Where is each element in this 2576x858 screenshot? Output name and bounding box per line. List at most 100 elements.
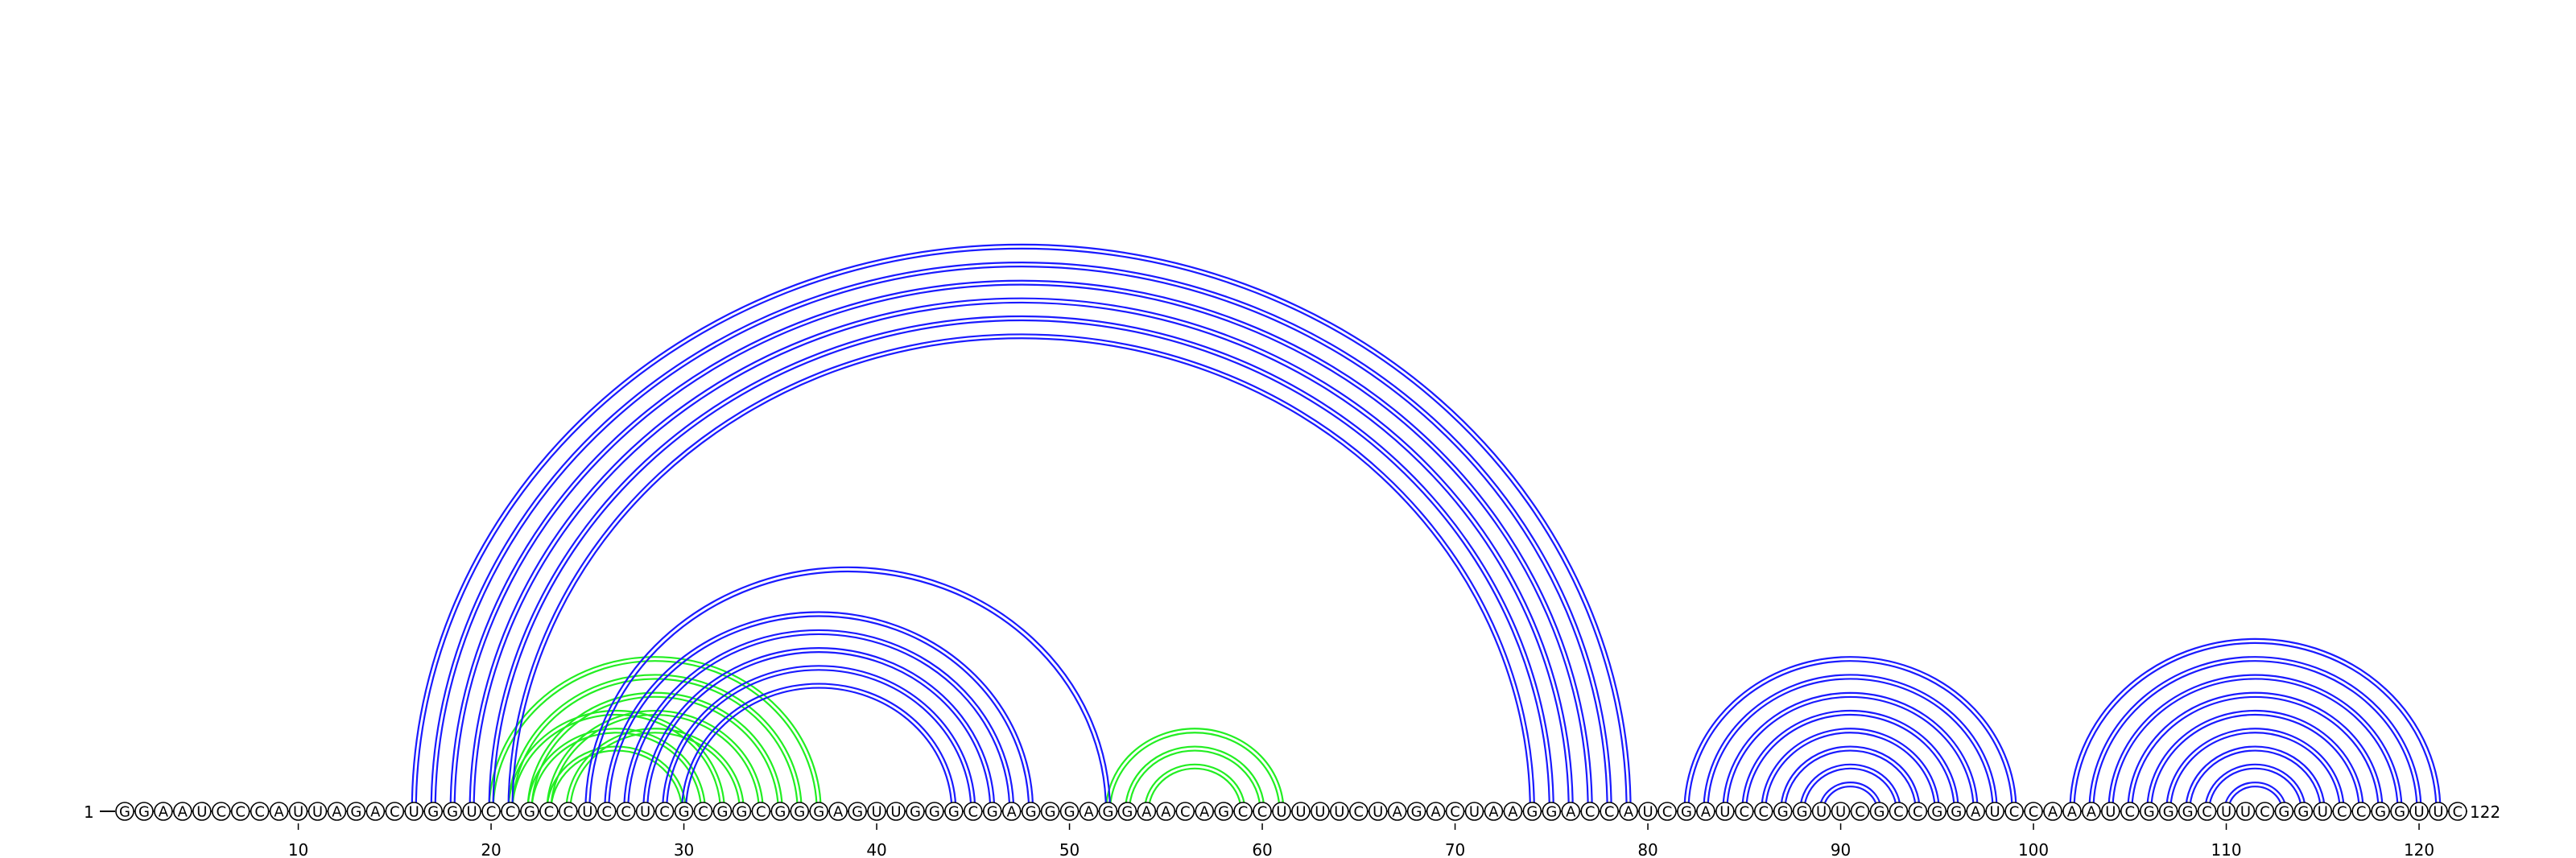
nucleotide: C [1889,802,1909,821]
nucleotide: G [1792,802,1812,821]
nucleotide-circle [2429,802,2448,821]
primary-pair-arc-outer [642,646,996,812]
nucleotide-circle [2255,802,2275,821]
primary-pair-arc-inner [2208,767,2302,812]
nucleotide-circle [1040,802,1060,821]
nucleotide-letter: G [2144,804,2155,821]
nucleotide: U [404,802,424,821]
nucleotide-letter: C [235,804,246,821]
primary-pair-arc-outer [604,611,1034,812]
nucleotide-circle [1426,802,1446,821]
nucleotide-circle [1195,802,1214,821]
nucleotide-circle [1291,802,1311,821]
nucleotide-circle [867,802,886,821]
nucleotide: U [2429,802,2448,821]
nucleotide-circle [1811,802,1831,821]
nucleotide-letter: U [1315,804,1325,821]
nucleotide-letter: A [274,804,284,821]
nucleotide-letter: A [1084,804,1094,821]
nucleotide: G [443,802,462,821]
nucleotide-circle [1253,802,1272,821]
nucleotide-letter: G [910,804,921,821]
nucleotide-circle [1580,802,1600,821]
nucleotide-letter: G [1777,804,1789,821]
nucleotide-letter: A [332,804,342,821]
nucleotide-circle [616,802,636,821]
nucleotide-circle [1677,802,1696,821]
nucleotide: C [1233,802,1253,821]
nucleotide-circle [2043,802,2062,821]
nucleotide-circle [848,802,867,821]
nucleotide-letter: C [1257,804,1268,821]
primary-pair-arc-inner [2227,785,2283,812]
nucleotide-circle [2274,802,2294,821]
nucleotide-letter: U [1835,804,1846,821]
primary-pair-arc-inner [415,247,1628,812]
nucleotide: U [1368,802,1388,821]
nucleotide-letter: U [312,804,323,821]
tick-label: 40 [866,840,886,858]
alternative-pair-arc-inner [492,660,818,812]
nucleotide-circle [1098,802,1118,821]
nucleotide-letter: G [1681,804,1692,821]
alternative-pair-arc-inner [511,713,722,812]
position-tick: 110 [2211,823,2242,858]
nucleotide-circle [1831,802,1851,821]
nucleotide-letter: A [1566,804,1576,821]
nucleotide: G [1677,802,1696,821]
nucleotide-letter: C [2029,804,2039,821]
nucleotide-circle [1561,802,1581,821]
nucleotide: C [385,802,405,821]
nucleotide: G [1040,802,1060,821]
nucleotide-circle [964,802,983,821]
nucleotide: G [1946,802,1967,821]
tick-label: 80 [1637,840,1657,858]
position-tick: 60 [1252,823,1273,858]
nucleotide: A [269,802,289,821]
nucleotide: C [1735,802,1754,821]
nucleotide-letter: G [2182,804,2194,821]
nucleotide-letter: C [1180,804,1191,821]
nucleotide: G [1773,802,1793,821]
primary-pair-arc-outer [1703,674,1998,812]
nucleotide-letter: U [890,804,901,821]
nucleotide-letter: C [2356,804,2367,821]
nucleotide: G [115,802,134,821]
position-tick: 120 [2404,823,2434,858]
nucleotide: U [1311,802,1330,821]
nucleotide: U [2101,802,2120,821]
nucleotide: A [1079,802,1099,821]
alternative-pair-arc-inner [550,749,683,812]
nucleotide-circle [1869,802,1889,821]
nucleotide: C [693,802,713,821]
alternative-pair-arc-inner [1128,749,1261,812]
nucleotide-circle [1522,802,1542,821]
primary-pair-arc-outer [662,665,976,812]
primary-pair-arc-outer [2069,637,2442,812]
primary-pair-arc-outer [488,315,1554,812]
nucleotide: A [1137,802,1157,821]
nucleotide-letter: G [1102,804,1113,821]
primary-pair-arc-outer [1818,781,1883,812]
nucleotide: U [2216,802,2236,821]
nucleotide-letter: G [736,804,747,821]
nucleotide-circle [2351,802,2371,821]
nucleotide-letter: C [216,804,226,821]
nucleotide: G [2178,802,2198,821]
nucleotide: C [964,802,983,821]
primary-pair-arc-inner [511,337,1531,812]
nucleotide-circle [385,802,405,821]
nucleotide: A [2062,802,2082,821]
nucleotide: G [809,802,829,821]
nucleotide-letter: G [1064,804,1075,821]
nucleotide-letter: G [2375,804,2386,821]
nucleotide-circle [346,802,366,821]
nucleotide: C [539,802,559,821]
nucleotide-circle [828,802,848,821]
nucleotide-letter: G [447,804,458,821]
primary-pair-arc-inner [646,650,992,812]
nucleotide-letter: A [1007,804,1018,821]
nucleotide-letter: U [1373,804,1383,821]
nucleotide: A [365,802,386,821]
